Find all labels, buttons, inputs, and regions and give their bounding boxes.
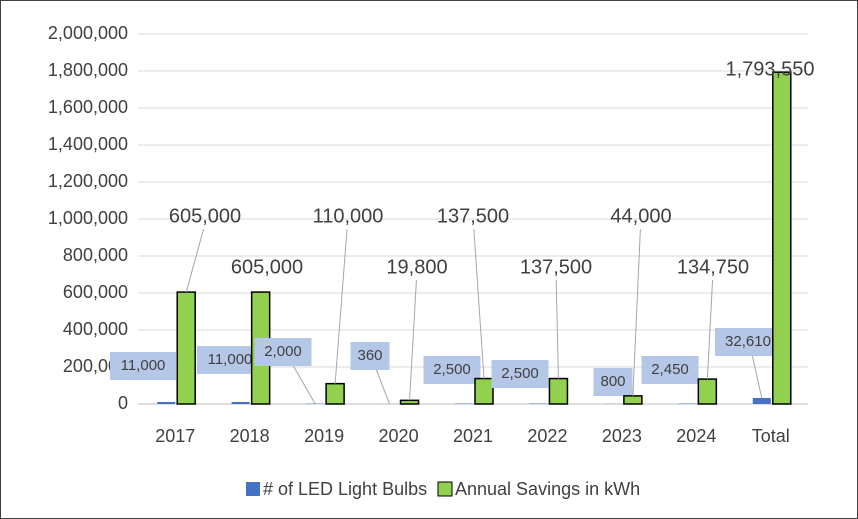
- bar: [697, 378, 718, 405]
- bar: [474, 377, 494, 405]
- y-tick-label: 1,800,000: [48, 60, 128, 80]
- leader-line: [632, 228, 641, 396]
- legend-swatch: [437, 481, 453, 497]
- x-tick-label: Total: [752, 426, 790, 446]
- leader-line: [185, 228, 205, 293]
- y-tick-label: 400,000: [63, 319, 128, 339]
- bar: [772, 71, 792, 405]
- y-tick-label: 1,000,000: [48, 208, 128, 228]
- y-tick-label: 1,400,000: [48, 134, 128, 154]
- x-tick-label: 2020: [379, 426, 419, 446]
- x-tick-label: 2017: [155, 426, 195, 446]
- leader-line: [334, 228, 348, 384]
- data-label: 360: [357, 347, 382, 364]
- data-label: 2,450: [651, 361, 689, 378]
- bar: [399, 399, 420, 405]
- y-tick-label: 0: [118, 393, 128, 413]
- leader-line: [750, 351, 763, 399]
- legend-swatch: [246, 482, 260, 496]
- data-label: 1,793,550: [726, 58, 815, 80]
- data-label: 137,500: [437, 205, 509, 227]
- data-label-box: [641, 356, 699, 384]
- leader-line: [706, 279, 714, 380]
- bar: [623, 395, 643, 405]
- leader-line: [290, 361, 316, 404]
- bar: [752, 397, 771, 404]
- x-tick-label: 2022: [527, 426, 567, 446]
- bar: [157, 401, 176, 404]
- y-tick-label: 600,000: [63, 282, 128, 302]
- bar: [325, 382, 345, 405]
- data-label-box: [350, 342, 390, 370]
- y-tick-label: 2,000,000: [48, 23, 128, 43]
- legend-label: # of LED Light Bulbs: [263, 479, 427, 499]
- y-tick-label: 800,000: [63, 245, 128, 265]
- data-label: 2,000: [264, 343, 302, 360]
- data-label: 11,000: [208, 351, 253, 368]
- legend-label: Annual Savings in kWh: [455, 479, 640, 499]
- bar: [231, 401, 250, 404]
- data-label: 800: [600, 373, 625, 390]
- data-label: 32,610: [725, 333, 771, 350]
- y-tick-label: 1,200,000: [48, 171, 128, 191]
- data-label-box: [491, 360, 549, 388]
- bar: [176, 291, 196, 405]
- data-label: 2,500: [433, 361, 471, 378]
- x-tick-label: 2024: [676, 426, 716, 446]
- x-tick-label: 2023: [602, 426, 642, 446]
- leader-line: [555, 279, 559, 379]
- data-label-box: [423, 356, 481, 384]
- data-label: 2,500: [501, 365, 539, 382]
- x-tick-label: 2018: [230, 426, 270, 446]
- leader-line: [374, 365, 391, 405]
- data-label-box: [254, 338, 312, 366]
- data-label: 137,500: [520, 256, 592, 278]
- data-label-box: [715, 328, 781, 356]
- data-label-box: [110, 352, 176, 380]
- leader-line: [409, 279, 417, 401]
- data-label: 19,800: [386, 256, 447, 278]
- x-tick-label: 2021: [453, 426, 493, 446]
- x-tick-label: 2019: [304, 426, 344, 446]
- data-label-box: [593, 368, 633, 396]
- data-label: 605,000: [169, 205, 241, 227]
- leader-line: [473, 228, 485, 379]
- y-tick-label: 1,600,000: [48, 97, 128, 117]
- data-label: 44,000: [610, 205, 671, 227]
- data-label: 11,000: [121, 357, 166, 374]
- bar: [548, 377, 569, 405]
- data-label: 605,000: [231, 256, 303, 278]
- data-label: 134,750: [677, 256, 749, 278]
- data-label: 110,000: [313, 205, 384, 227]
